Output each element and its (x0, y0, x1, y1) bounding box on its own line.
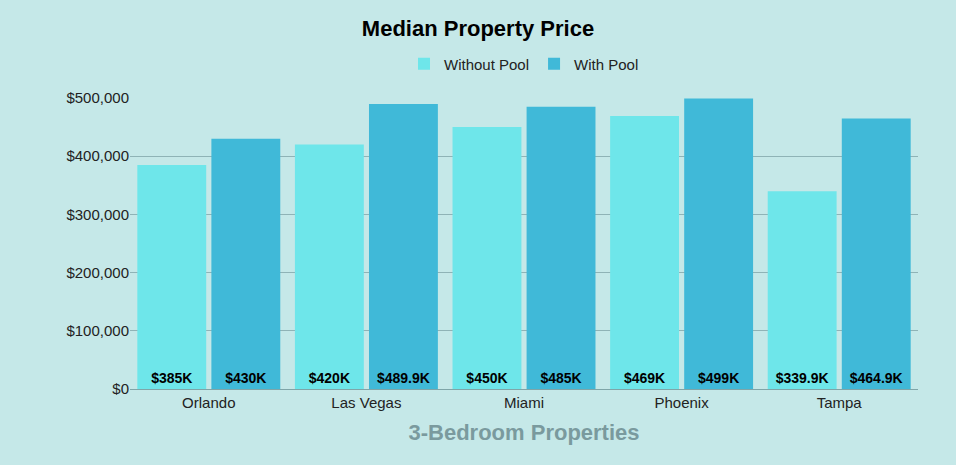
svg-text:$499K: $499K (698, 370, 739, 386)
svg-text:$400,000: $400,000 (66, 147, 129, 164)
svg-text:3-Bedroom Properties: 3-Bedroom Properties (408, 420, 639, 445)
svg-text:Miami: Miami (504, 394, 544, 411)
svg-text:$420K: $420K (309, 370, 350, 386)
svg-text:$200,000: $200,000 (66, 264, 129, 281)
svg-text:$300,000: $300,000 (66, 206, 129, 223)
svg-text:Tampa: Tampa (817, 394, 863, 411)
svg-text:$385K: $385K (151, 370, 192, 386)
svg-text:$100,000: $100,000 (66, 322, 129, 339)
svg-text:$0: $0 (112, 380, 129, 397)
svg-text:Phoenix: Phoenix (654, 394, 709, 411)
svg-text:$450K: $450K (466, 370, 507, 386)
svg-text:Without Pool: Without Pool (444, 56, 529, 73)
svg-text:Las Vegas: Las Vegas (331, 394, 401, 411)
svg-text:Median Property Price: Median Property Price (362, 16, 594, 41)
svg-text:$464.9K: $464.9K (850, 370, 903, 386)
svg-text:Orlando: Orlando (182, 394, 235, 411)
svg-text:$485K: $485K (540, 370, 581, 386)
svg-text:$430K: $430K (225, 370, 266, 386)
svg-text:$500,000: $500,000 (66, 89, 129, 106)
svg-text:$469K: $469K (624, 370, 665, 386)
svg-text:With Pool: With Pool (574, 56, 638, 73)
svg-text:$489.9K: $489.9K (377, 370, 430, 386)
svg-text:$339.9K: $339.9K (776, 370, 829, 386)
